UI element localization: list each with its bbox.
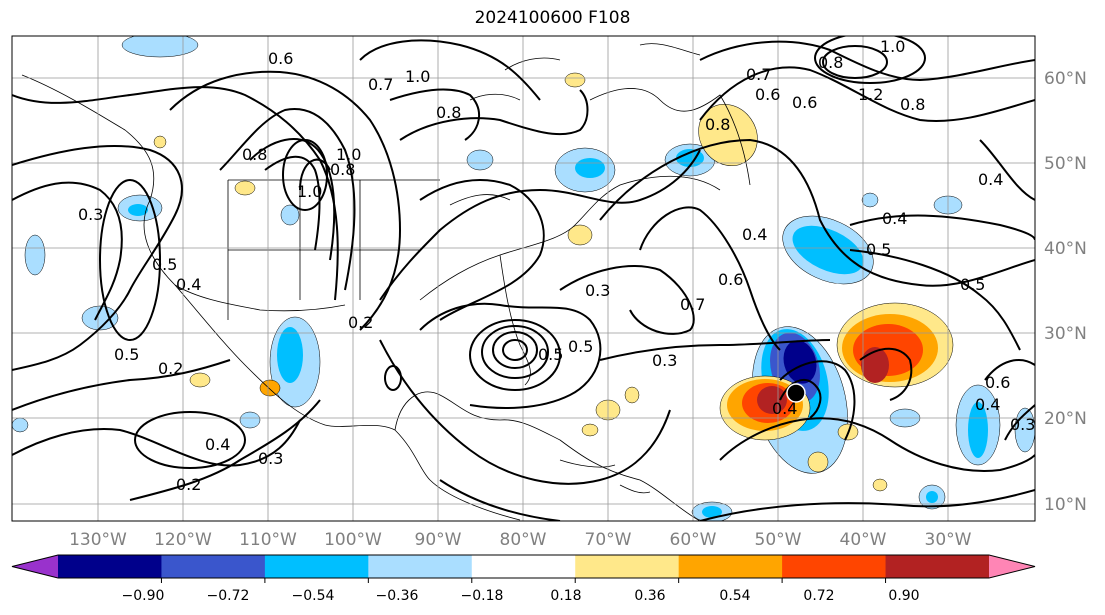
colorbar-segment bbox=[58, 555, 162, 578]
colorbar-outline bbox=[11, 554, 1036, 579]
contour-label: 0.6 bbox=[268, 49, 293, 68]
lon-label: 50°W bbox=[755, 530, 802, 550]
contour-lines bbox=[12, 36, 1035, 521]
contour-label: 0.4 bbox=[978, 170, 1003, 189]
contour-label: 0.8 bbox=[436, 103, 461, 122]
lat-label: 50°N bbox=[1044, 154, 1087, 174]
latitude-labels: 60°N 50°N 40°N 30°N 20°N 10°N bbox=[1044, 69, 1087, 515]
contour-label: 0.4 bbox=[742, 225, 767, 244]
contour-label: 0.8 bbox=[242, 145, 267, 164]
colorbar-tick: 0.72 bbox=[803, 588, 834, 604]
coastlines bbox=[21, 43, 751, 521]
contour-label: 0.3 bbox=[585, 281, 610, 300]
storm-center-marker bbox=[786, 383, 806, 403]
contour-label: 0.7 bbox=[746, 65, 771, 84]
contour-label: 0.6 bbox=[755, 85, 780, 104]
contour-label: 0.4 bbox=[205, 435, 230, 454]
lon-label: 60°W bbox=[670, 530, 717, 550]
contour-label: 0.6 bbox=[792, 93, 817, 112]
lon-label: 80°W bbox=[500, 530, 547, 550]
colorbar-segment bbox=[575, 555, 680, 578]
colorbar-segment bbox=[161, 555, 266, 578]
colorbar-segment bbox=[264, 555, 369, 578]
colorbar bbox=[11, 554, 1036, 583]
lon-label: 90°W bbox=[415, 530, 462, 550]
colorbar-tick: 0.18 bbox=[550, 588, 581, 604]
colorbar-tick: 0.90 bbox=[888, 588, 919, 604]
map-area: 0.6 1.0 0.7 0.8 0.8 1.0 0.8 1.0 0.3 0.5 … bbox=[12, 36, 1035, 521]
map-frame bbox=[11, 35, 1036, 522]
contour-label: 0.2 bbox=[176, 475, 201, 494]
contour-label: 0.8 bbox=[705, 115, 730, 134]
contour-label: 1.2 bbox=[858, 85, 883, 104]
contour-label: 0.8 bbox=[900, 95, 925, 114]
colorbar-segment bbox=[471, 555, 576, 578]
contour-label: 0.3 bbox=[652, 351, 677, 370]
contour-label: 0.3 bbox=[1010, 415, 1035, 434]
contour-label: 0.4 bbox=[975, 395, 1000, 414]
contour-label: 0.5 bbox=[152, 255, 177, 274]
colorbar-tick: 0.54 bbox=[719, 588, 750, 604]
contour-label: 0.7 bbox=[368, 75, 393, 94]
contour-label: 0.8 bbox=[818, 53, 843, 72]
contour-label: 0.4 bbox=[176, 275, 201, 294]
lon-label: 30°W bbox=[925, 530, 972, 550]
contour-labels: 0.6 1.0 0.7 0.8 0.8 1.0 0.8 1.0 0.3 0.5 … bbox=[78, 37, 1035, 494]
lon-label: 70°W bbox=[585, 530, 632, 550]
contour-label: 1.0 bbox=[405, 67, 430, 86]
contour-label: 0.5 bbox=[866, 240, 891, 259]
contour-label: 0.5 bbox=[960, 275, 985, 294]
lat-label: 40°N bbox=[1044, 239, 1087, 259]
contour-label: 0.2 bbox=[348, 313, 373, 332]
colorbar-tick: −0.18 bbox=[461, 588, 504, 604]
colorbar-extend-max bbox=[989, 555, 1035, 578]
colorbar-tick: −0.72 bbox=[207, 588, 250, 604]
contour-label: 0.6 bbox=[718, 270, 743, 289]
contour-label: 0.3 bbox=[78, 205, 103, 224]
colorbar-tick: 0.36 bbox=[634, 588, 665, 604]
colorbar-segment bbox=[885, 555, 990, 578]
contour-label: 1.0 bbox=[880, 37, 905, 56]
contour-label: 0.5 bbox=[568, 337, 593, 356]
gridlines bbox=[12, 36, 1035, 521]
colorbar-segment bbox=[678, 555, 783, 578]
lat-label: 60°N bbox=[1044, 69, 1087, 89]
contour-label: 0.3 bbox=[258, 449, 283, 468]
contour-label: 0.7 bbox=[680, 295, 705, 314]
lon-label: 120°W bbox=[154, 530, 212, 550]
lon-label: 40°W bbox=[840, 530, 887, 550]
contour-label: 0.8 bbox=[330, 160, 355, 179]
lat-label: 10°N bbox=[1044, 495, 1087, 515]
lon-label: 100°W bbox=[324, 530, 382, 550]
colorbar-tick: −0.36 bbox=[376, 588, 419, 604]
colorbar-segment bbox=[782, 555, 887, 578]
longitude-labels: 130°W 120°W 110°W 100°W 90°W 80°W 70°W 6… bbox=[69, 530, 972, 550]
lat-label: 20°N bbox=[1044, 409, 1087, 429]
colorbar-ticks: −0.90 −0.72 −0.54 −0.36 −0.18 0.18 0.36 … bbox=[122, 588, 920, 604]
contour-label: 0.6 bbox=[985, 373, 1010, 392]
lon-label: 130°W bbox=[69, 530, 127, 550]
colorbar-extend-min bbox=[12, 555, 58, 578]
contour-label: 1.0 bbox=[336, 145, 361, 164]
contour-label: 0.5 bbox=[538, 345, 563, 364]
contour-label: 0.4 bbox=[882, 209, 907, 228]
contour-label: 0.5 bbox=[114, 345, 139, 364]
colorbar-tick: −0.90 bbox=[122, 588, 165, 604]
colorbar-segment bbox=[368, 555, 473, 578]
colorbar-tick: −0.54 bbox=[292, 588, 335, 604]
contour-label: 1.0 bbox=[297, 182, 322, 201]
lat-label: 30°N bbox=[1044, 324, 1087, 344]
map-title: 2024100600 F108 bbox=[474, 8, 631, 28]
contour-label: 0.2 bbox=[158, 359, 183, 378]
lon-label: 110°W bbox=[239, 530, 297, 550]
contour-label: 0.4 bbox=[772, 399, 797, 418]
